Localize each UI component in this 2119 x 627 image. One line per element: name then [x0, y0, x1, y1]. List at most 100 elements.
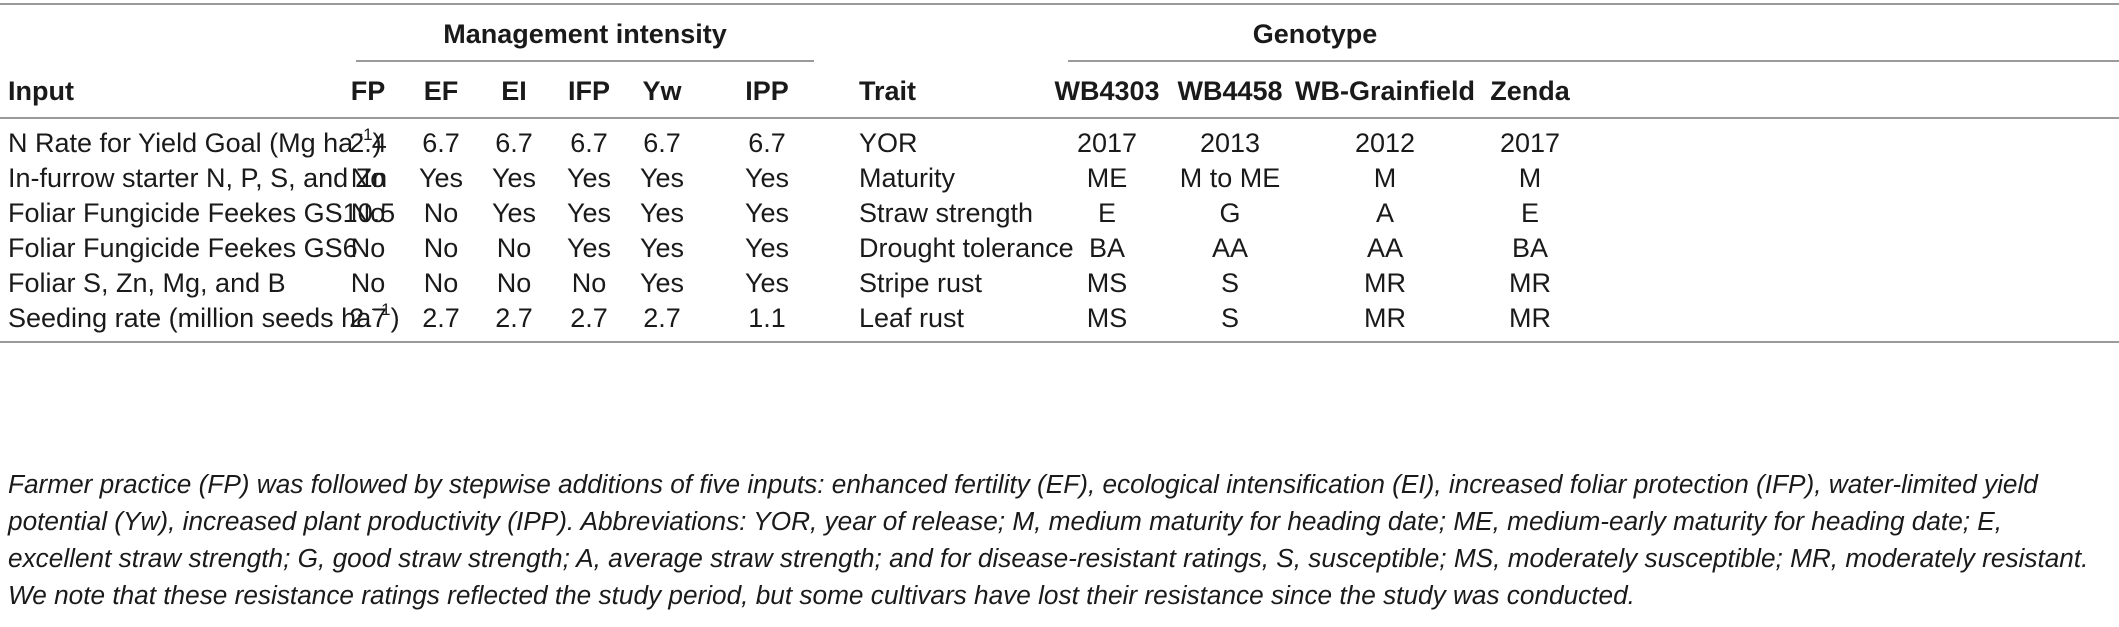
fp-cell: No	[350, 163, 386, 193]
yw-cell: 2.7	[643, 303, 681, 333]
ipp-cell: Yes	[744, 233, 790, 263]
column-header-zenda: Zenda	[1490, 76, 1570, 106]
trait-cell: Leaf rust	[859, 303, 965, 333]
ei-cell: Yes	[491, 163, 537, 193]
ei-cell: 6.7	[495, 128, 533, 158]
ifp-cell: No	[571, 268, 607, 298]
zenda-cell: BA	[1511, 233, 1549, 263]
wb4458-cell: 2013	[1199, 128, 1261, 158]
wbgrainfield-cell: MR	[1364, 268, 1406, 298]
group-header-genotype: Genotype	[1252, 19, 1378, 49]
trait-cell: YOR	[859, 128, 918, 158]
trait-cell: Stripe rust	[859, 268, 983, 298]
wbgrainfield-cell: M	[1373, 163, 1397, 193]
wb4458-cell: M to ME	[1179, 163, 1281, 193]
input-cell: Foliar Fungicide Feekes GS10.5	[8, 197, 395, 229]
wb4458-cell: S	[1220, 303, 1240, 333]
ipp-cell: Yes	[744, 268, 790, 298]
zenda-cell: 2017	[1499, 128, 1561, 158]
wb4303-cell: MS	[1086, 268, 1128, 298]
fp-cell: 2.7	[349, 303, 387, 333]
header-bottom-rule	[0, 117, 2119, 119]
wb4303-cell: ME	[1086, 163, 1128, 193]
trait-cell: Drought tolerance	[859, 233, 1074, 263]
fp-cell: No	[350, 233, 386, 263]
ei-cell: 2.7	[495, 303, 533, 333]
management-group-rule	[356, 60, 814, 62]
ef-cell: 2.7	[422, 303, 460, 333]
input-label-tail: )	[372, 128, 382, 158]
input-superscript: −1	[353, 125, 373, 144]
column-header-wbgrainfield: WB-Grainfield	[1295, 76, 1475, 106]
ef-cell: Yes	[418, 163, 464, 193]
column-header-ef: EF	[423, 76, 459, 106]
fp-cell: 2.4	[349, 128, 387, 158]
column-header-fp: FP	[350, 76, 386, 106]
input-cell: Foliar S, Zn, Mg, and B	[8, 267, 286, 299]
table-bottom-rule	[0, 341, 2119, 343]
wb4458-cell: S	[1220, 268, 1240, 298]
ifp-cell: 2.7	[570, 303, 608, 333]
wbgrainfield-cell: 2012	[1354, 128, 1416, 158]
wb4458-cell: AA	[1211, 233, 1249, 263]
input-label: In-furrow starter N, P, S, and Zn	[8, 163, 388, 193]
input-label: N Rate for Yield Goal (Mg ha	[8, 128, 354, 158]
zenda-cell: E	[1520, 198, 1540, 228]
table-top-rule	[0, 3, 2119, 5]
column-header-wb4303: WB4303	[1054, 76, 1160, 106]
wbgrainfield-cell: AA	[1366, 233, 1404, 263]
group-header-management: Management intensity	[443, 19, 727, 49]
wb4303-cell: BA	[1088, 233, 1126, 263]
ipp-cell: 6.7	[748, 128, 786, 158]
yw-cell: 6.7	[643, 128, 681, 158]
yw-cell: Yes	[639, 268, 685, 298]
column-header-ei: EI	[501, 76, 527, 106]
input-label-tail: )	[390, 303, 400, 333]
ifp-cell: 6.7	[570, 128, 608, 158]
column-header-wb4458: WB4458	[1177, 76, 1283, 106]
ifp-cell: Yes	[566, 233, 612, 263]
wb4303-cell: MS	[1086, 303, 1128, 333]
input-cell: Seeding rate (million seeds ha−1)	[8, 300, 400, 334]
input-label: Seeding rate (million seeds ha	[8, 303, 372, 333]
ipp-cell: 1.1	[748, 303, 786, 333]
input-label: Foliar Fungicide Feekes GS10.5	[8, 198, 396, 228]
column-header-yw: Yw	[642, 76, 682, 106]
ei-cell: No	[496, 268, 532, 298]
input-cell: Foliar Fungicide Feekes GS6	[8, 232, 358, 264]
genotype-group-rule	[1068, 60, 2119, 62]
ei-cell: Yes	[491, 198, 537, 228]
column-header-input: Input	[8, 76, 74, 106]
wbgrainfield-cell: A	[1375, 198, 1395, 228]
zenda-cell: MR	[1509, 268, 1551, 298]
input-cell: N Rate for Yield Goal (Mg ha−1)	[8, 125, 382, 159]
input-label: Foliar S, Zn, Mg, and B	[8, 268, 286, 298]
input-cell: In-furrow starter N, P, S, and Zn	[8, 162, 387, 194]
trait-cell: Straw strength	[859, 198, 1034, 228]
yw-cell: Yes	[639, 233, 685, 263]
wbgrainfield-cell: MR	[1364, 303, 1406, 333]
ei-cell: No	[496, 233, 532, 263]
zenda-cell: M	[1518, 163, 1542, 193]
wb4303-cell: E	[1097, 198, 1117, 228]
ifp-cell: Yes	[566, 163, 612, 193]
column-header-ifp: IFP	[567, 76, 611, 106]
ef-cell: 6.7	[422, 128, 460, 158]
fp-cell: No	[350, 268, 386, 298]
table-caption: Farmer practice (FP) was followed by ste…	[8, 469, 2089, 610]
ipp-cell: Yes	[744, 198, 790, 228]
zenda-cell: MR	[1509, 303, 1551, 333]
ipp-cell: Yes	[744, 163, 790, 193]
ifp-cell: Yes	[566, 198, 612, 228]
column-header-ipp: IPP	[745, 76, 789, 106]
wb4303-cell: 2017	[1076, 128, 1138, 158]
fp-cell: No	[350, 198, 386, 228]
ef-cell: No	[423, 198, 459, 228]
wb4458-cell: G	[1219, 198, 1241, 228]
trait-cell: Maturity	[859, 163, 956, 193]
input-superscript: −1	[371, 300, 391, 319]
ef-cell: No	[423, 268, 459, 298]
yw-cell: Yes	[639, 163, 685, 193]
input-label: Foliar Fungicide Feekes GS6	[8, 233, 358, 263]
column-header-trait: Trait	[859, 76, 917, 106]
